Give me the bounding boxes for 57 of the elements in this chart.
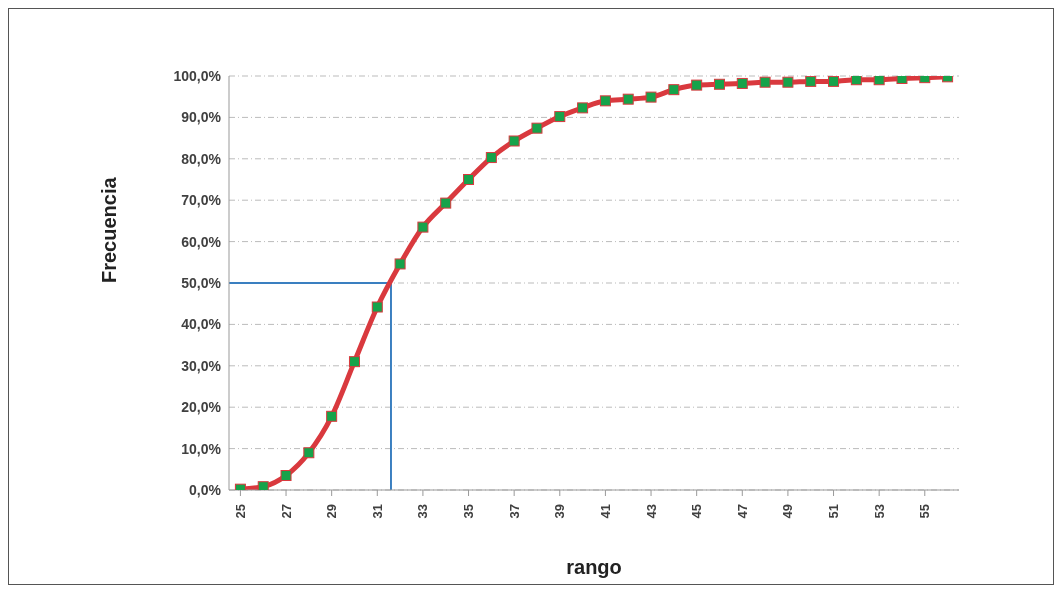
y-tick-label: 70,0% [181, 192, 222, 209]
y-tick-label: 40,0% [181, 316, 222, 333]
x-tick-label: 27 [278, 504, 294, 519]
point [417, 221, 429, 233]
point [326, 410, 338, 422]
point [668, 84, 680, 96]
point [736, 77, 748, 89]
point [280, 470, 292, 482]
y-axis-title: Frecuencia [98, 176, 121, 283]
y-tick-label: 90,0% [181, 109, 222, 126]
point [622, 93, 634, 105]
x-tick-label: 45 [689, 504, 705, 519]
y-tick-label: 60,0% [181, 233, 222, 250]
x-tick-label: 29 [324, 504, 340, 519]
y-tick-label: 30,0% [181, 357, 222, 374]
x-tick-label: 39 [552, 504, 568, 519]
point [303, 447, 315, 459]
x-tick-label: 55 [917, 504, 933, 519]
y-tick-label: 100,0% [173, 67, 222, 84]
y-tick-label: 10,0% [181, 440, 222, 457]
x-axis-title: rango [566, 556, 622, 578]
point [463, 174, 475, 185]
point [394, 258, 406, 270]
point [531, 122, 543, 134]
point [759, 76, 771, 88]
y-tick-label: 50,0% [181, 274, 222, 291]
point [782, 76, 794, 88]
point [850, 76, 862, 86]
x-tick-label: 47 [734, 504, 750, 519]
point [691, 79, 703, 91]
point [805, 76, 817, 87]
point [577, 102, 589, 114]
point [440, 197, 452, 209]
point [485, 152, 497, 164]
x-tick-label: 51 [826, 504, 842, 519]
x-tick-label: 43 [643, 504, 659, 519]
x-tick-label: 31 [369, 504, 385, 519]
x-tick-label: 37 [506, 504, 522, 519]
x-tick-label: 53 [871, 504, 887, 519]
point [554, 111, 566, 123]
point [508, 135, 520, 147]
point [257, 481, 269, 490]
point [348, 356, 360, 368]
x-tick-label: 49 [780, 504, 796, 519]
point [645, 91, 657, 103]
point [873, 76, 885, 86]
y-tick-label: 0,0% [189, 481, 222, 498]
x-tick-label: 41 [597, 504, 613, 519]
y-tick-label: 80,0% [181, 150, 222, 167]
point [713, 78, 725, 90]
y-tick-label: 20,0% [181, 399, 222, 416]
x-tick-label: 25 [232, 504, 248, 519]
point [828, 76, 840, 87]
x-tick-label: 35 [461, 504, 477, 519]
point [599, 95, 611, 107]
point [371, 301, 383, 313]
x-tick-label: 33 [415, 504, 431, 519]
